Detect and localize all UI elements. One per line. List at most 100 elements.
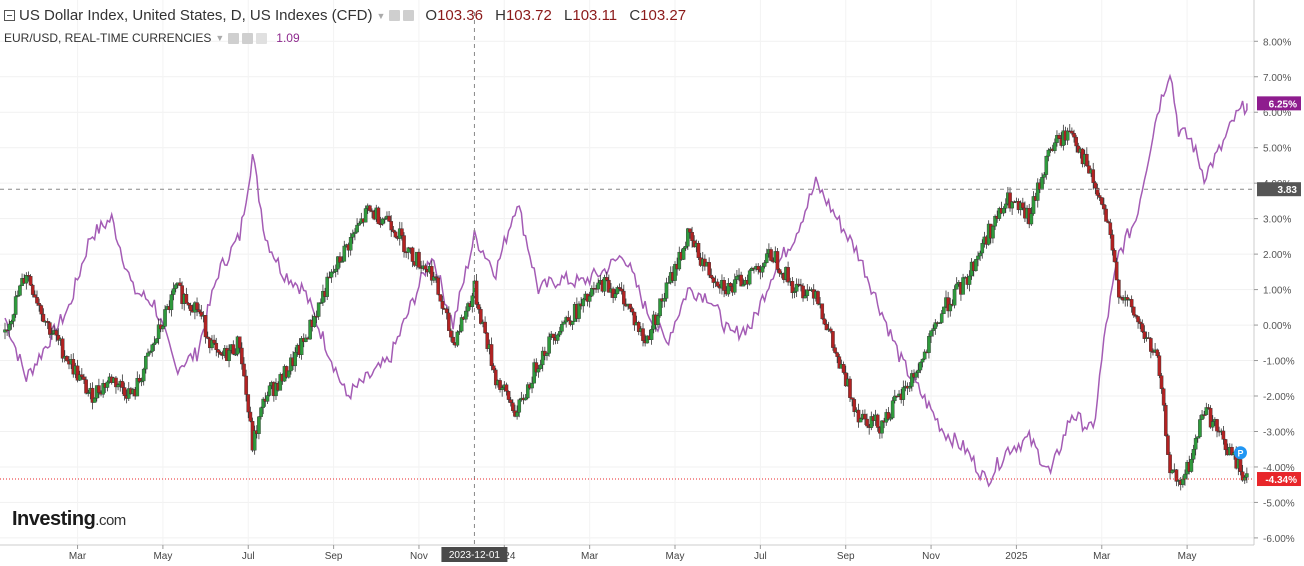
candle-body [617,287,622,290]
candle-body [920,358,925,363]
candle-body [37,303,41,306]
candle-body [824,323,829,331]
candle-body [732,279,737,293]
candle-body [1102,204,1106,210]
settings-icon[interactable] [228,32,240,44]
candle-body [1210,421,1215,428]
candle-body [632,311,637,326]
candle-body [184,294,189,304]
candle-body [711,277,716,283]
candle-body [329,271,334,278]
candle-body [1125,297,1130,300]
crosshair-value-tag-bg [1257,182,1301,197]
candle-body [1142,331,1147,339]
candle-body [570,321,575,325]
candle-body [244,375,248,395]
candle-body [417,251,421,268]
candle-body [265,395,270,402]
candle-body [1108,222,1113,235]
candle-body [1170,470,1174,474]
settings-icon[interactable] [389,10,401,21]
gear-icon[interactable] [403,10,415,21]
close-icon[interactable] [256,32,268,44]
y-tick-label: -1.00% [1263,357,1295,368]
candle-body [1057,135,1061,139]
candle-body [1035,182,1040,201]
candle-body [848,378,852,398]
main-series-header: US Dollar Index, United States, D, US In… [4,7,694,24]
candle-body [937,322,942,324]
x-tick-label: 2025 [1005,551,1028,562]
candle-body [511,402,515,411]
candle-body [1134,314,1138,317]
main-series-title: US Dollar Index, United States, D, US In… [19,7,373,24]
candle-body [449,330,453,338]
y-tick-label: 7.00% [1263,73,1291,84]
candle-body [856,409,861,423]
chevron-down-icon[interactable]: ▼ [376,10,386,21]
candle-body [611,288,615,298]
candle-body [447,312,451,331]
candle-body [1204,407,1209,415]
candle-body [90,387,95,403]
eurusd-last-tag: 6.25% [1269,99,1297,110]
candle-body [948,303,953,312]
candle-body [1055,135,1059,143]
candle-body [186,302,191,306]
candle-body [489,344,494,366]
candle-body [1074,136,1078,147]
candle-body [327,276,332,279]
candle-body [1010,201,1014,209]
candle-body [498,380,502,390]
candle-body [1072,133,1076,138]
candle-body [378,223,383,226]
high-value: 103.72 [505,7,552,24]
candle-body [466,303,470,312]
candle-body [286,370,291,378]
candle-body [97,385,101,393]
candle-body [1021,202,1025,209]
candle-body [581,298,586,307]
candle-body [357,222,362,226]
gear-icon[interactable] [242,32,254,44]
candle-body [1136,316,1140,323]
candle-body [455,331,460,346]
candle-body [148,351,152,354]
candle-body [13,296,18,315]
candle-body [41,313,46,323]
candle-body [212,339,216,344]
candle-body [84,379,88,394]
candle-body [173,284,178,289]
low-value: 103.11 [572,7,618,24]
y-tick-label: 3.00% [1263,215,1291,226]
candle-body [105,381,110,388]
candle-body [1163,405,1168,436]
candle-body [493,369,498,386]
candle-body [799,284,803,287]
collapse-icon[interactable] [4,10,15,21]
candle-body [1003,203,1008,209]
candle-body [451,336,455,343]
x-tick-label: Sep [325,551,343,562]
candle-body [837,356,842,369]
x-tick-label: Mar [1093,551,1111,562]
candle-body [387,215,391,222]
candle-body [1189,459,1194,472]
candle-body [750,267,754,271]
candle-body [863,413,867,420]
chevron-down-icon[interactable]: ▼ [215,33,225,43]
candle-body [54,330,59,336]
candle-body [35,297,39,304]
candle-body [1200,414,1204,420]
y-tick-label: -2.00% [1263,392,1295,403]
candle-body [688,228,692,233]
candle-body [146,352,150,357]
candle-body [370,210,374,212]
candle-body [658,298,662,317]
candle-body [1183,473,1187,480]
candle-body [681,247,686,260]
candle-body [246,394,251,413]
candle-body [641,328,645,341]
candle-body [613,293,618,298]
